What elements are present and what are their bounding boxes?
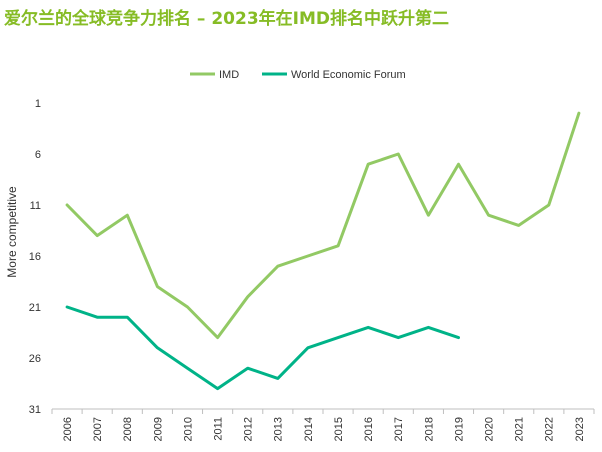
x-tick-label: 2010: [182, 417, 194, 441]
legend: IMD World Economic Forum: [190, 69, 406, 81]
y-tick-label: 6: [35, 149, 41, 161]
y-tick-label: 11: [30, 200, 41, 212]
x-tick-label: 2006: [62, 417, 74, 441]
x-tick-label: 2023: [574, 417, 586, 441]
y-tick-label: 1: [35, 98, 41, 110]
x-tick-label: 2020: [484, 417, 496, 441]
x-tick-label: 2015: [333, 417, 345, 441]
y-tick-label: 21: [29, 302, 41, 314]
x-tick-label: 2018: [423, 417, 435, 441]
x-tick-label: 2011: [213, 417, 225, 441]
chart-title: 爱尔兰的全球竞争力排名 – 2023年在IMD排名中跃升第二: [4, 9, 450, 29]
x-tick-label: 2012: [243, 417, 255, 441]
x-tick-label: 2017: [393, 417, 405, 441]
x-tick-label: 2007: [92, 417, 104, 441]
x-tick-label: 2013: [273, 417, 285, 441]
x-tick-label: 2019: [453, 417, 465, 441]
series-line-0: [65, 111, 581, 340]
x-tick-label: 2008: [122, 417, 134, 441]
y-tick-label: 31: [29, 404, 41, 416]
x-tick-label: 2016: [363, 417, 375, 441]
x-tick-label: 2021: [514, 417, 526, 441]
x-axis: 2006 2007 2008 2009 2010 2011 2012 2013 2014 2015…: [51, 408, 595, 441]
series-layer: [65, 111, 581, 391]
x-tick-label: 2009: [152, 417, 164, 441]
legend-label: World Economic Forum: [291, 69, 406, 81]
x-tick-label: 2014: [303, 417, 315, 441]
y-axis-label: More competitive: [5, 186, 19, 278]
legend-label: IMD: [219, 69, 239, 81]
series-line-1: [65, 305, 460, 391]
y-tick-label: 26: [29, 353, 41, 365]
y-tick-label: 16: [29, 251, 41, 263]
x-tick-label: 2022: [544, 417, 556, 441]
